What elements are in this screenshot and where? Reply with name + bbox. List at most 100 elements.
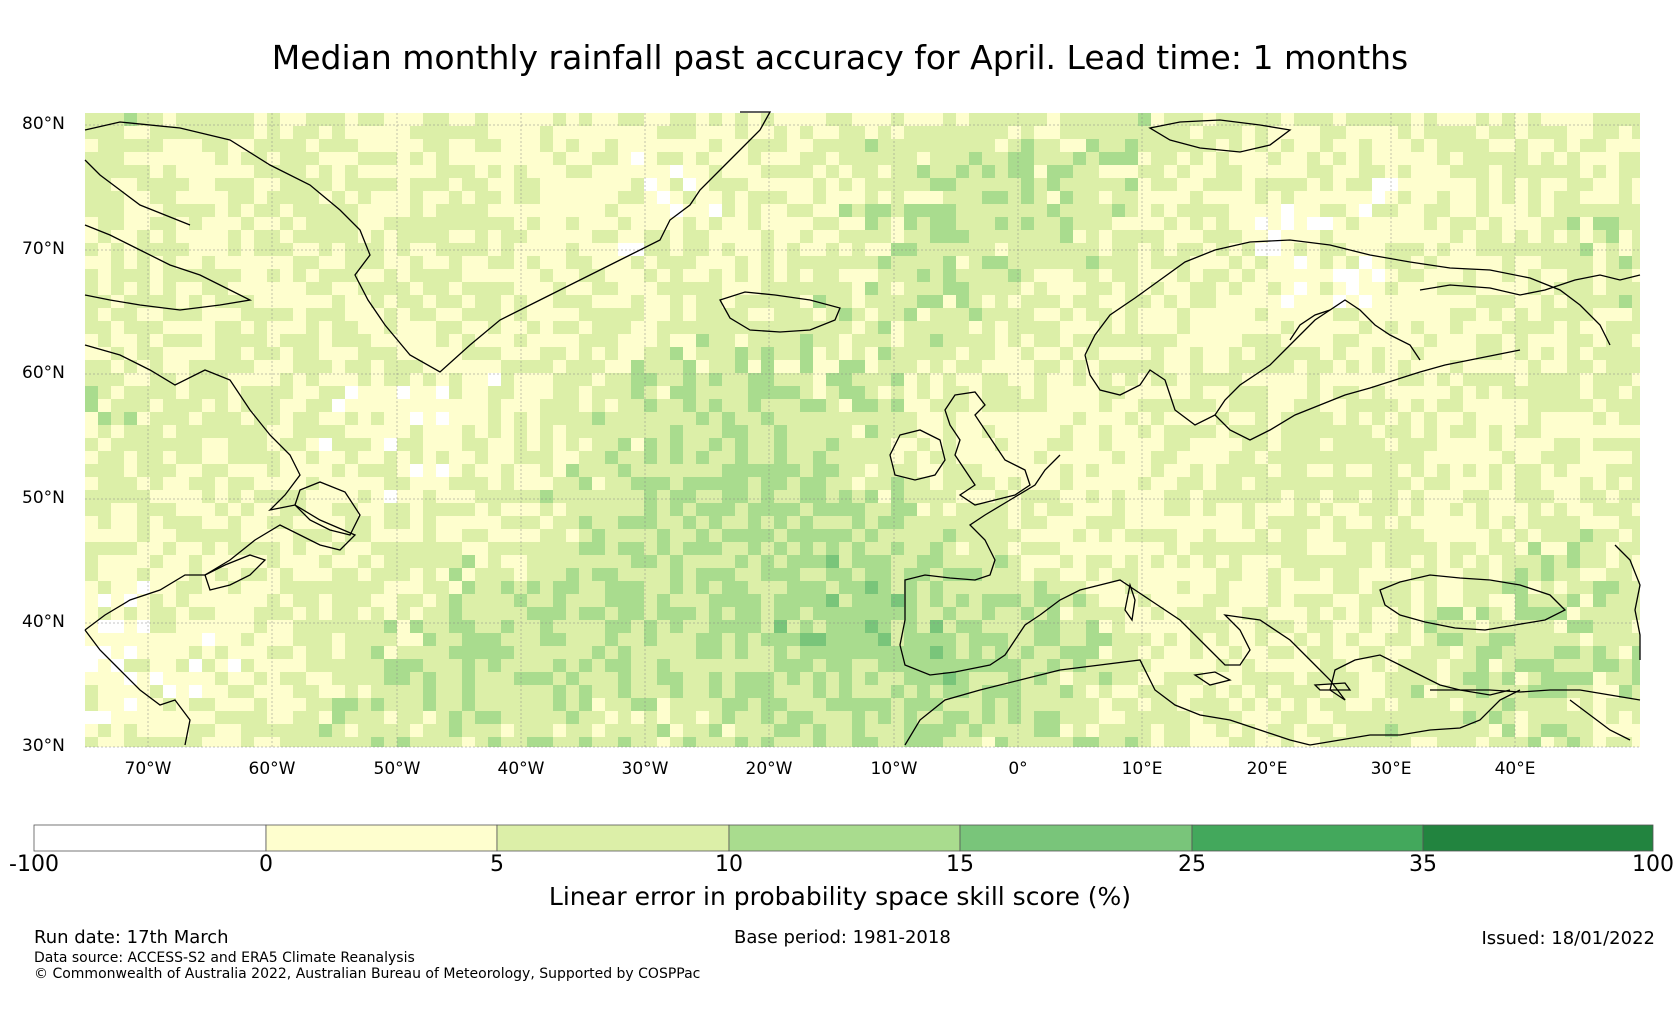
grid-cell xyxy=(969,152,982,165)
grid-cell xyxy=(1489,425,1502,438)
grid-cell xyxy=(813,295,826,308)
grid-cell xyxy=(1021,503,1034,516)
grid-cell xyxy=(696,490,709,503)
grid-cell xyxy=(696,555,709,568)
grid-cell xyxy=(501,594,514,607)
grid-cell xyxy=(839,256,852,269)
grid-cell xyxy=(1606,269,1619,282)
grid-cell xyxy=(241,165,254,178)
grid-cell xyxy=(501,425,514,438)
grid-cell xyxy=(241,152,254,165)
grid-cell xyxy=(774,126,787,139)
grid-cell xyxy=(1125,243,1138,256)
grid-cell xyxy=(254,568,267,581)
grid-cell xyxy=(787,607,800,620)
grid-cell xyxy=(1632,178,1640,191)
grid-cell xyxy=(852,178,865,191)
grid-cell xyxy=(1450,516,1463,529)
grid-cell xyxy=(1450,295,1463,308)
grid-cell xyxy=(1450,620,1463,633)
grid-cell xyxy=(1385,516,1398,529)
grid-cell xyxy=(709,451,722,464)
grid-cell xyxy=(501,243,514,256)
grid-cell xyxy=(1541,165,1554,178)
grid-cell xyxy=(241,269,254,282)
grid-cell xyxy=(683,113,696,126)
grid-cell xyxy=(1424,256,1437,269)
grid-cell xyxy=(358,139,371,152)
grid-cell xyxy=(1307,412,1320,425)
grid-cell xyxy=(748,204,761,217)
grid-cell xyxy=(280,360,293,373)
grid-cell xyxy=(1255,126,1268,139)
grid-cell xyxy=(1372,295,1385,308)
grid-cell xyxy=(384,139,397,152)
grid-cell xyxy=(1216,204,1229,217)
grid-cell xyxy=(1333,503,1346,516)
grid-cell xyxy=(878,373,891,386)
grid-cell xyxy=(150,139,163,152)
grid-cell xyxy=(579,386,592,399)
grid-cell xyxy=(358,542,371,555)
grid-cell xyxy=(1268,360,1281,373)
grid-cell xyxy=(1346,490,1359,503)
grid-cell xyxy=(1619,126,1632,139)
grid-cell xyxy=(852,230,865,243)
grid-cell xyxy=(1554,542,1567,555)
grid-cell xyxy=(202,620,215,633)
grid-cell xyxy=(202,256,215,269)
grid-cell xyxy=(865,386,878,399)
grid-cell xyxy=(1541,503,1554,516)
grid-cell xyxy=(137,529,150,542)
grid-cell xyxy=(1008,360,1021,373)
grid-cell xyxy=(930,555,943,568)
grid-cell xyxy=(1203,126,1216,139)
grid-cell xyxy=(826,230,839,243)
grid-cell xyxy=(540,529,553,542)
grid-cell xyxy=(475,529,488,542)
grid-cell xyxy=(423,451,436,464)
grid-cell xyxy=(1125,308,1138,321)
grid-cell xyxy=(1359,412,1372,425)
grid-cell xyxy=(813,126,826,139)
grid-cell xyxy=(215,620,228,633)
grid-cell xyxy=(410,503,423,516)
grid-cell xyxy=(462,516,475,529)
grid-cell xyxy=(189,204,202,217)
grid-cell xyxy=(1489,191,1502,204)
grid-cell xyxy=(1619,178,1632,191)
grid-cell xyxy=(1541,464,1554,477)
grid-cell xyxy=(423,516,436,529)
grid-cell xyxy=(696,607,709,620)
grid-cell xyxy=(345,152,358,165)
grid-cell xyxy=(1567,451,1580,464)
grid-cell xyxy=(735,139,748,152)
grid-cell xyxy=(709,282,722,295)
grid-cell xyxy=(306,256,319,269)
grid-cell xyxy=(865,308,878,321)
grid-cell xyxy=(1151,594,1164,607)
grid-cell xyxy=(1112,542,1125,555)
grid-cell xyxy=(774,321,787,334)
grid-cell xyxy=(1450,555,1463,568)
grid-cell xyxy=(969,139,982,152)
grid-cell xyxy=(605,152,618,165)
grid-cell xyxy=(1073,451,1086,464)
grid-cell xyxy=(852,191,865,204)
grid-cell xyxy=(202,126,215,139)
grid-cell xyxy=(644,139,657,152)
grid-cell xyxy=(735,360,748,373)
grid-cell xyxy=(1632,230,1640,243)
grid-cell xyxy=(488,399,501,412)
grid-cell xyxy=(150,516,163,529)
grid-cell xyxy=(917,230,930,243)
grid-cell xyxy=(189,646,202,659)
grid-cell xyxy=(501,256,514,269)
grid-cell xyxy=(735,607,748,620)
grid-cell xyxy=(1151,191,1164,204)
grid-cell xyxy=(202,425,215,438)
grid-cell xyxy=(163,178,176,191)
grid-cell xyxy=(1346,529,1359,542)
grid-cell xyxy=(748,230,761,243)
grid-cell xyxy=(475,633,488,646)
